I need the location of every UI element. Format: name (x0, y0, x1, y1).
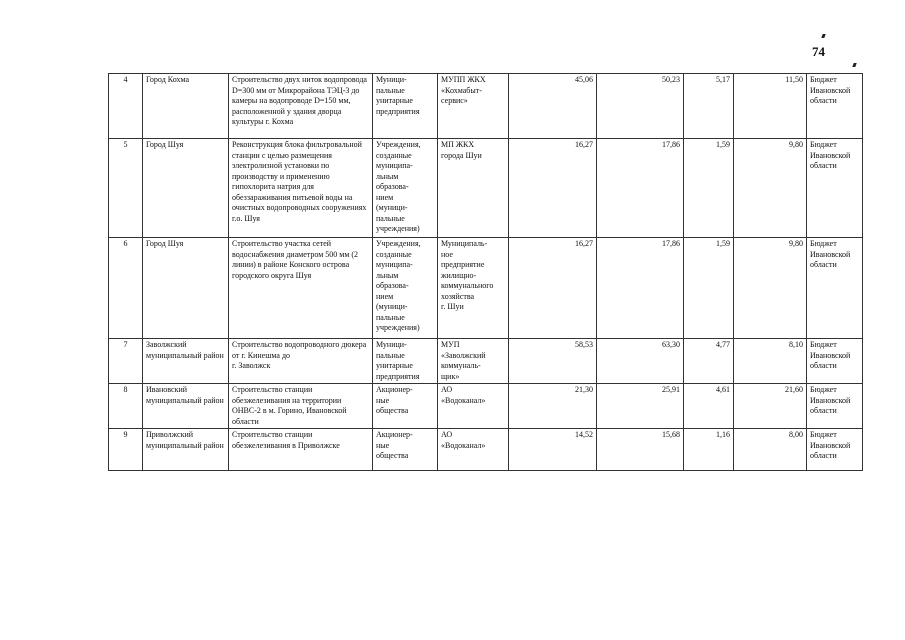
table-row: 7 Заволжский муниципальный район Строитель… (108, 338, 863, 384)
cell-org-type: Акционер- ные общества (372, 428, 438, 471)
table-row: 9 Приволжский муниципальный район Строител… (108, 428, 863, 471)
cell-project: Строительство станции обезжелезивания в … (228, 428, 373, 471)
cell-v3: 4,77 (683, 338, 734, 384)
cell-no: 9 (108, 428, 143, 471)
cell-org-type: Акционер- ные общества (372, 383, 438, 429)
table-row: 8 Ивановский муниципальный район Строитель… (108, 383, 863, 429)
cell-org-type: Муници- пальные унитарные предприятия (372, 73, 438, 139)
projects-table: 4 Город Кохма Строительство двух ниток вод… (108, 73, 863, 471)
cell-no: 5 (108, 138, 143, 238)
cell-v1: 58,53 (508, 338, 597, 384)
cell-operator: МУПП ЖКХ «Кохмабыт- сервис» (437, 73, 509, 139)
cell-territory: Ивановский муниципальный район (142, 383, 229, 429)
cell-v2: 17,86 (596, 237, 684, 339)
scan-mark (821, 34, 826, 38)
cell-org-type: Муници- пальные унитарные предприятия (372, 338, 438, 384)
cell-v3: 4,61 (683, 383, 734, 429)
cell-territory: Приволжский муниципальный район (142, 428, 229, 471)
cell-v2: 50,23 (596, 73, 684, 139)
cell-operator: МУП «Заволжский коммуналь- щик» (437, 338, 509, 384)
cell-org-type: Учреждения, созданные муниципа- льным об… (372, 237, 438, 339)
cell-v4: 21,60 (733, 383, 807, 429)
cell-v3: 1,16 (683, 428, 734, 471)
cell-territory: Город Шуя (142, 138, 229, 238)
cell-project: Реконструкция блока фильтровальной станц… (228, 138, 373, 238)
cell-operator: АО «Водоканал» (437, 383, 509, 429)
cell-no: 7 (108, 338, 143, 384)
cell-v4: 9,80 (733, 138, 807, 238)
cell-source: Бюджет Ивановской области (806, 428, 863, 471)
cell-source: Бюджет Ивановской области (806, 138, 863, 238)
cell-v2: 63,30 (596, 338, 684, 384)
cell-source: Бюджет Ивановской области (806, 383, 863, 429)
cell-v1: 14,52 (508, 428, 597, 471)
page-number: 74 (812, 44, 825, 59)
cell-source: Бюджет Ивановской области (806, 237, 863, 339)
cell-operator: МП ЖКХ города Шуи (437, 138, 509, 238)
cell-no: 8 (108, 383, 143, 429)
cell-operator: Муниципаль- ное предприятие жилищно- ком… (437, 237, 509, 339)
cell-territory: Город Кохма (142, 73, 229, 139)
table-row: 5 Город Шуя Реконструкция блока фильтровал… (108, 138, 863, 238)
cell-v2: 15,68 (596, 428, 684, 471)
cell-project: Строительство водопроводного дюкера от г… (228, 338, 373, 384)
cell-v1: 45,06 (508, 73, 597, 139)
scan-mark (852, 63, 857, 67)
cell-territory: Город Шуя (142, 237, 229, 339)
cell-v3: 1,59 (683, 138, 734, 238)
cell-v2: 17,86 (596, 138, 684, 238)
cell-v4: 9,80 (733, 237, 807, 339)
cell-v2: 25,91 (596, 383, 684, 429)
cell-v4: 8,10 (733, 338, 807, 384)
cell-operator: АО «Водоканал» (437, 428, 509, 471)
cell-project: Строительство станции обезжелезивания на… (228, 383, 373, 429)
cell-v4: 11,50 (733, 73, 807, 139)
cell-project: Строительство двух ниток водопровода D=3… (228, 73, 373, 139)
cell-v3: 5,17 (683, 73, 734, 139)
cell-v1: 16,27 (508, 237, 597, 339)
cell-v1: 16,27 (508, 138, 597, 238)
cell-territory: Заволжский муниципальный район (142, 338, 229, 384)
table-row: 6 Город Шуя Строительство участка сетей во… (108, 237, 863, 339)
cell-v4: 8,00 (733, 428, 807, 471)
cell-no: 4 (108, 73, 143, 139)
cell-project: Строительство участка сетей водоснабжени… (228, 237, 373, 339)
cell-org-type: Учреждения, созданные муниципа- льным об… (372, 138, 438, 238)
cell-v3: 1,59 (683, 237, 734, 339)
cell-no: 6 (108, 237, 143, 339)
cell-source: Бюджет Ивановской области (806, 338, 863, 384)
table-row: 4 Город Кохма Строительство двух ниток вод… (108, 73, 863, 139)
cell-source: Бюджет Ивановской области (806, 73, 863, 139)
cell-v1: 21,30 (508, 383, 597, 429)
